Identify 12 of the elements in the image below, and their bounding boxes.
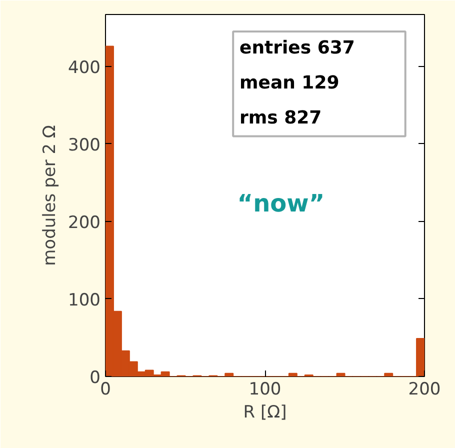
x-tick-label: 100: [248, 380, 282, 400]
x-tick-label: 200: [408, 380, 441, 400]
annotation: entries 637: [239, 38, 355, 59]
y-tick-label: 400: [68, 58, 101, 78]
annotation: mean 129: [239, 72, 340, 94]
y-tick-label: 100: [68, 290, 101, 310]
y-tick-label: 300: [68, 135, 101, 156]
annotation: “now”: [237, 190, 325, 218]
y-axis-title: modules per 2 Ω: [40, 125, 60, 266]
x-axis-title: R [Ω]: [243, 402, 287, 422]
annotation: rms 827: [239, 107, 322, 128]
y-tick-label: 200: [68, 212, 101, 233]
